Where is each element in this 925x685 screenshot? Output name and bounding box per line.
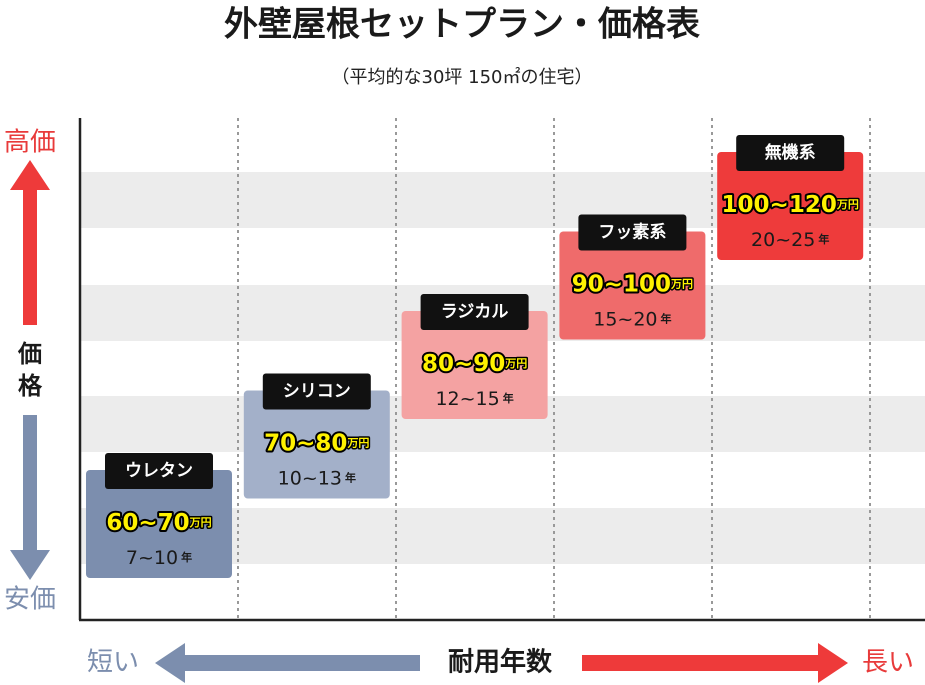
years-unit: 年 — [818, 232, 829, 246]
price: 60~70万円 — [106, 510, 211, 536]
price-value: 90~100 — [572, 271, 671, 297]
up-arrow — [10, 160, 50, 325]
years-value: 20~25 — [751, 229, 815, 251]
price-unit: 万円 — [504, 357, 527, 370]
years: 7~10 年 — [126, 547, 192, 569]
vertical-label-1: 価 — [17, 340, 42, 368]
card-label: 無機系 — [765, 142, 816, 163]
years: 15~20 年 — [593, 308, 671, 330]
years-value: 7~10 — [126, 547, 178, 569]
card — [559, 231, 706, 340]
down-arrow — [10, 415, 50, 580]
card — [401, 311, 548, 419]
price-unit: 万円 — [670, 278, 693, 291]
price: 70~80万円 — [264, 430, 369, 456]
years-unit: 年 — [345, 471, 356, 485]
price: 100~120万円 — [722, 192, 859, 218]
card-label-bg — [420, 294, 529, 330]
price-value: 100~120 — [722, 192, 837, 218]
years-unit: 年 — [181, 550, 192, 564]
price-value: 70~80 — [264, 430, 347, 456]
price-unit: 万円 — [189, 516, 212, 529]
price: 90~100万円 — [572, 271, 693, 297]
price-value: 60~70 — [106, 510, 189, 536]
long-label: 長い — [862, 648, 914, 678]
low-label: 安価 — [4, 585, 56, 615]
years: 20~25 年 — [751, 229, 829, 251]
short-label: 短い — [87, 648, 139, 678]
vertical-label-2: 格 — [18, 372, 43, 400]
card-label: フッ素系 — [598, 223, 666, 243]
card-label: ラジカル — [441, 302, 509, 322]
price-unit: 万円 — [346, 437, 369, 450]
x-axis-title: 耐用年数 — [448, 647, 553, 678]
card — [86, 470, 232, 578]
years-value: 12~15 — [435, 388, 499, 410]
right-arrow — [582, 643, 848, 683]
years: 10~13 年 — [278, 467, 356, 489]
axes — [78, 118, 925, 622]
price-unit: 万円 — [836, 198, 859, 211]
price-value: 80~90 — [422, 351, 505, 377]
subtitle: （平均的な30坪 150㎡の住宅） — [332, 66, 593, 88]
card-label: ウレタン — [125, 461, 193, 481]
card-label: シリコン — [283, 382, 351, 402]
years-unit: 年 — [503, 391, 514, 405]
years-unit: 年 — [661, 312, 672, 326]
card-label-bg — [578, 214, 687, 251]
years-value: 10~13 — [278, 467, 342, 489]
card-label-bg — [736, 135, 845, 171]
left-arrow — [155, 643, 420, 683]
high-label: 高価 — [4, 128, 56, 158]
title: 外壁屋根セットプラン・価格表 — [224, 5, 700, 45]
years: 12~15 年 — [435, 388, 513, 410]
card — [717, 152, 864, 260]
card-label-bg — [262, 373, 371, 410]
card — [243, 390, 390, 499]
price: 80~90万円 — [422, 351, 527, 377]
years-value: 15~20 — [593, 308, 657, 330]
card-label-bg — [105, 453, 213, 489]
